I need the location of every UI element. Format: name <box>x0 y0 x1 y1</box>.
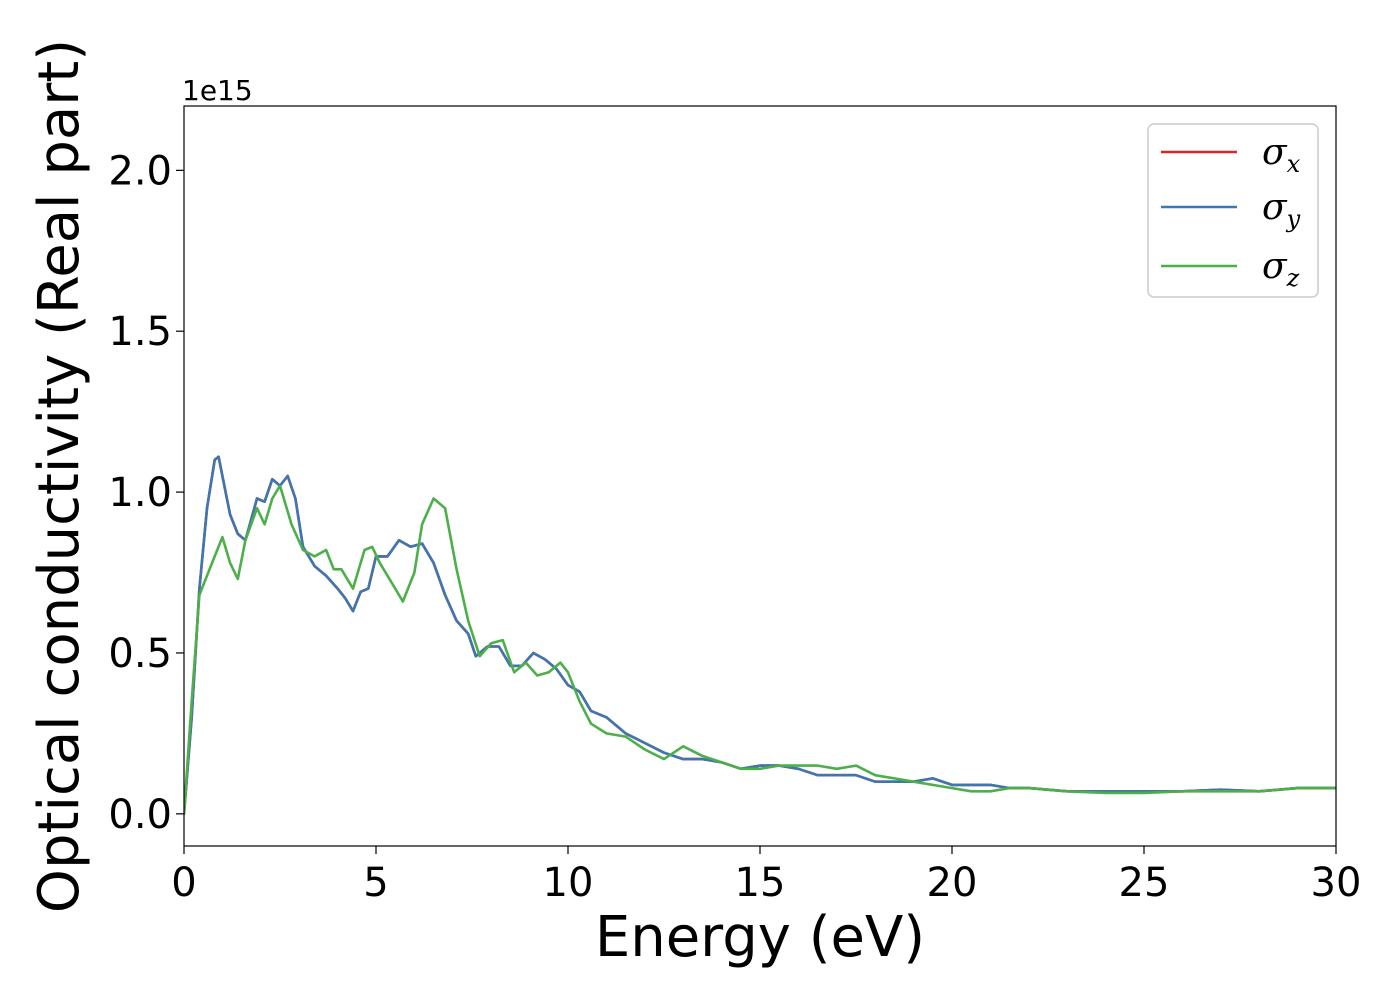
y-tick-label: 1.5 <box>108 309 172 355</box>
y-axis-ticks: 0.0 0.5 1.0 1.5 2.0 <box>108 148 184 838</box>
series-line-sigma_y <box>184 455 1336 816</box>
x-axis-ticks: 0 5 10 15 20 25 30 <box>171 846 1361 906</box>
y-tick-label: 1.0 <box>108 470 172 516</box>
x-tick-label: 15 <box>735 860 786 906</box>
series-line-sigma_x <box>184 455 1336 816</box>
y-axis-label: Optical conductivity (Real part) <box>27 39 92 913</box>
y-tick-label: 2.0 <box>108 148 172 194</box>
x-tick-label: 0 <box>171 860 196 906</box>
legend-box <box>1147 123 1319 298</box>
y-tick-label: 0.0 <box>108 792 172 838</box>
series-line-sigma_z <box>184 484 1336 816</box>
legend-label-z: σz <box>1262 246 1300 292</box>
y-offset-label: 1e15 <box>182 74 253 107</box>
x-tick-label: 30 <box>1311 860 1362 906</box>
x-tick-label: 10 <box>543 860 594 906</box>
y-tick-label: 0.5 <box>108 631 172 677</box>
x-axis-label: Energy (eV) <box>595 905 925 970</box>
x-tick-label: 5 <box>363 860 388 906</box>
x-tick-label: 25 <box>1119 860 1170 906</box>
series-lines <box>184 455 1336 816</box>
x-tick-label: 20 <box>927 860 978 906</box>
